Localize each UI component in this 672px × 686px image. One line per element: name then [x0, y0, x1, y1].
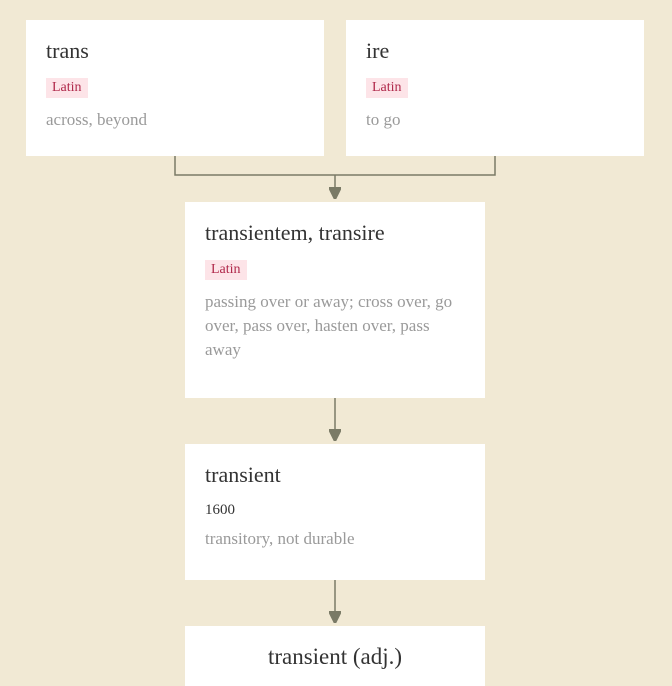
node-word: transient (adj.) — [205, 644, 465, 670]
node-definition: transitory, not durable — [205, 527, 465, 551]
lang-badge: Latin — [46, 78, 88, 98]
node-word: transientem, transire — [205, 220, 465, 246]
lang-badge: Latin — [205, 260, 247, 280]
node-definition: to go — [366, 108, 624, 132]
node-transient-1600: transient 1600 transitory, not durable — [185, 444, 485, 580]
lang-badge: Latin — [366, 78, 408, 98]
node-transient-adj: transient (adj.) — [185, 626, 485, 686]
node-definition: passing over or away; cross over, go ove… — [205, 290, 465, 361]
node-ire: ire Latin to go — [346, 20, 644, 156]
node-transientem: transientem, transire Latin passing over… — [185, 202, 485, 398]
node-word: trans — [46, 38, 304, 64]
node-word: transient — [205, 462, 465, 488]
edge-n1n2-to-n3 — [175, 156, 495, 196]
node-word: ire — [366, 38, 624, 64]
node-year: 1600 — [205, 502, 465, 519]
node-trans: trans Latin across, beyond — [26, 20, 324, 156]
node-definition: across, beyond — [46, 108, 304, 132]
